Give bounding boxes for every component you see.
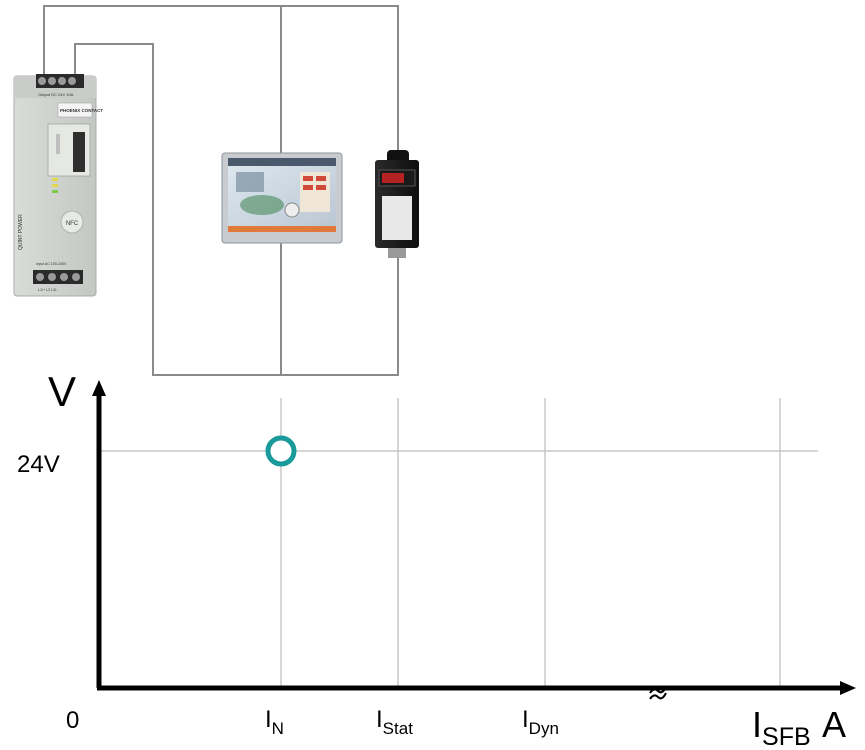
x-tick-i-n: IN	[265, 706, 284, 738]
y-axis-label: V	[48, 368, 76, 415]
phoenix-logo-badge	[57, 102, 93, 118]
wiring	[43, 5, 399, 376]
quint-power-side-text: QUINT POWER	[18, 214, 24, 250]
nfc-icon: NFC	[60, 210, 84, 234]
input-label: Input AC 100-240V	[36, 262, 67, 266]
x-axis-label: A	[822, 704, 846, 745]
x-axis-arrow	[840, 681, 856, 695]
input-terminal-labels: L1/+ L2 L3/-	[38, 288, 58, 292]
input-terminals	[33, 270, 83, 284]
pressure-sensor-image	[375, 150, 419, 258]
x-tick-i-sfb: ISFB	[752, 704, 811, 750]
svg-text:NFC: NFC	[66, 221, 79, 227]
power-supply-image: Output DC 24V 10A PHOENIX CONTACT NFC QU…	[13, 74, 103, 297]
brand-logo: PHOENIX CONTACT	[60, 108, 103, 113]
grid	[100, 398, 818, 688]
output-terminals	[36, 74, 84, 88]
x-tick-i-dyn: IDyn	[522, 706, 559, 738]
chart: V 24V 0 IN IStat IDyn ISFB A	[17, 368, 856, 750]
axis-break-icon	[649, 686, 667, 700]
y-tick-24v: 24V	[17, 451, 60, 478]
operating-point-marker	[265, 435, 297, 467]
y-axis-arrow	[92, 380, 106, 396]
origin-label: 0	[66, 707, 79, 734]
wire-positive	[43, 5, 399, 155]
output-label: Output DC 24V 10A	[38, 92, 74, 97]
x-tick-i-stat: IStat	[376, 706, 413, 738]
hmi-touch-panel-image	[221, 152, 343, 244]
wire-negative	[74, 43, 399, 376]
